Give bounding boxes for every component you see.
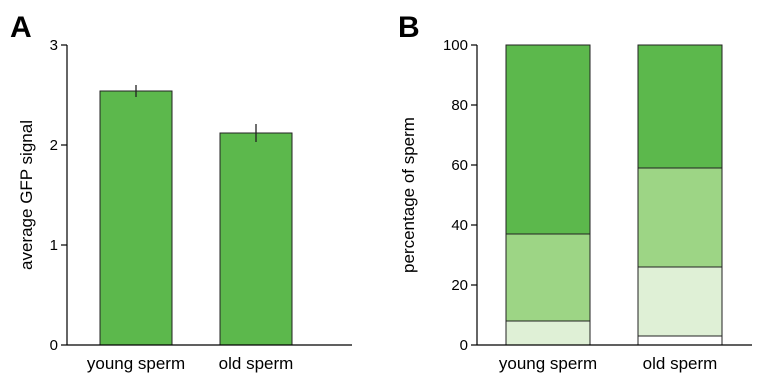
panel-a-letter: A: [10, 11, 32, 44]
bar-segment-old-s1: [637, 266, 723, 337]
bar-segment-old-s2: [637, 167, 723, 268]
y-tick-label: 60: [451, 157, 468, 174]
x-category-label: old sperm: [643, 354, 718, 373]
y-tick-label: 1: [50, 237, 58, 254]
bar-segment-old-s0: [637, 335, 723, 346]
y-tick-label: 3: [50, 37, 58, 54]
panel-b-letter: B: [398, 11, 420, 44]
y-tick-label: 20: [451, 277, 468, 294]
x-category-label: old sperm: [219, 354, 294, 373]
chart-b-percentage-sperm: 0 20 40 60 80 100 young sperm old sperm percenta…: [399, 37, 752, 373]
bar-old: [219, 132, 293, 346]
x-category-label: young sperm: [499, 354, 597, 373]
y-axis-title: average GFP signal: [17, 120, 36, 270]
y-tick-label: 100: [443, 37, 468, 54]
bar-segment-young-s3: [505, 44, 591, 235]
chart-a-average-gfp: 0 1 2 3 young sperm old sperm average GFP sign…: [17, 37, 352, 373]
y-tick-label: 2: [50, 137, 58, 154]
y-tick-label: 80: [451, 97, 468, 114]
x-category-label: young sperm: [87, 354, 185, 373]
bar-segment-young-s2: [505, 233, 591, 322]
y-axis-title: percentage of sperm: [399, 117, 418, 273]
y-tick-label: 40: [451, 217, 468, 234]
bar-segment-young-s1: [505, 320, 591, 346]
y-tick-label: 0: [50, 337, 58, 354]
bar-young: [99, 90, 173, 346]
bar-segment-old-s3: [637, 44, 723, 169]
y-tick-label: 0: [460, 337, 468, 354]
